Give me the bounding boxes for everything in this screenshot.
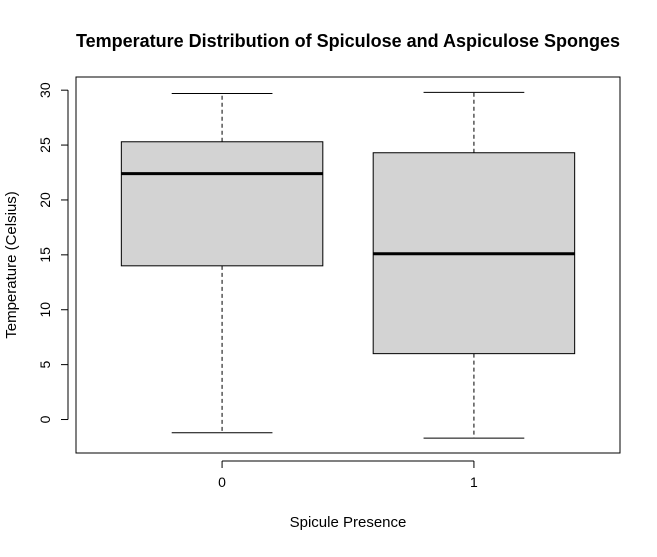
- y-axis: 0 5 10 15 20 25 30: [37, 82, 69, 423]
- y-tick-label: 30: [37, 82, 53, 98]
- y-tick-label: 5: [37, 361, 53, 369]
- y-axis-label: Temperature (Celsius): [3, 191, 20, 339]
- iqr-box: [120, 141, 324, 267]
- y-tick-label: 10: [37, 302, 53, 318]
- plot-frame: [75, 76, 621, 454]
- box-1: [372, 91, 576, 439]
- chart-title: Temperature Distribution of Spiculose an…: [76, 31, 620, 51]
- y-tick-label: 15: [37, 247, 53, 263]
- y-tick-label: 0: [37, 415, 53, 423]
- y-tick-label: 25: [37, 137, 53, 153]
- x-tick-label: 1: [470, 474, 478, 490]
- box-0: [120, 92, 324, 434]
- y-tick-label: 20: [37, 192, 53, 208]
- x-tick-label: 0: [218, 474, 226, 490]
- x-axis-label: Spicule Presence: [290, 514, 407, 531]
- boxes-group: [120, 91, 576, 439]
